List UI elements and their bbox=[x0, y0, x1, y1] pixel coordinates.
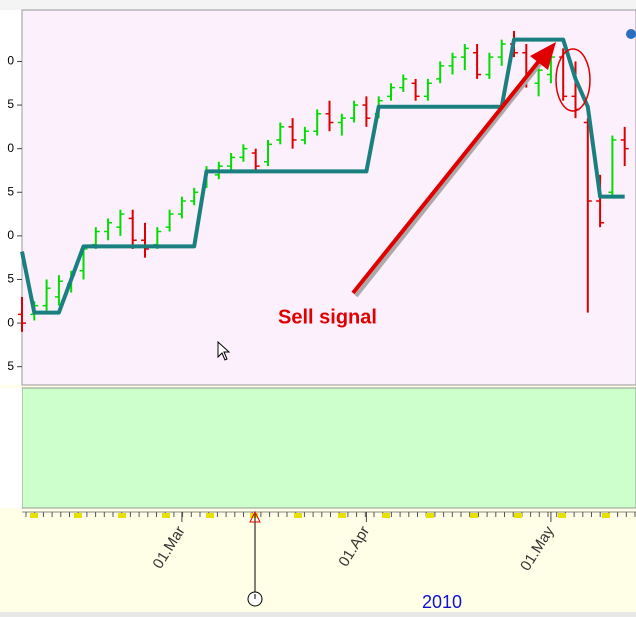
y-tick-label: 0 bbox=[7, 228, 14, 242]
indicator-panel bbox=[21, 387, 636, 509]
time-marker bbox=[162, 513, 170, 518]
time-marker bbox=[250, 513, 258, 518]
time-marker bbox=[118, 513, 126, 518]
time-marker bbox=[426, 513, 434, 518]
y-axis-strip bbox=[0, 10, 22, 385]
y-tick-label: 5 bbox=[7, 184, 14, 198]
globe-icon bbox=[626, 29, 636, 39]
time-marker bbox=[30, 513, 38, 518]
y-tick-label: 0 bbox=[7, 54, 14, 68]
y-tick-label: 5 bbox=[7, 359, 14, 373]
time-marker bbox=[382, 513, 390, 518]
highlight-ellipse bbox=[555, 48, 591, 112]
y-tick-label: 0 bbox=[7, 315, 14, 329]
mouse-cursor bbox=[217, 340, 231, 361]
bottom-border bbox=[0, 612, 636, 617]
year-label: 2010 bbox=[422, 592, 462, 612]
y-tick-label: 5 bbox=[7, 97, 14, 111]
time-marker bbox=[338, 513, 346, 518]
time-marker bbox=[74, 513, 82, 518]
arrow-head bbox=[530, 42, 556, 70]
time-marker bbox=[602, 513, 610, 518]
time-marker bbox=[558, 513, 566, 518]
top-border bbox=[0, 0, 636, 10]
arrow-shadow bbox=[354, 56, 547, 298]
annotation: Sell signal bbox=[278, 306, 377, 328]
time-marker bbox=[514, 513, 522, 518]
arrow-shaft bbox=[351, 54, 545, 295]
time-ticks bbox=[25, 512, 636, 518]
time-marker bbox=[206, 513, 214, 518]
crosshair-marker bbox=[249, 510, 261, 523]
indicator-axis-strip bbox=[0, 388, 22, 508]
y-tick-label: 0 bbox=[7, 141, 14, 155]
time-marker bbox=[294, 513, 302, 518]
stop-line bbox=[20, 37, 625, 315]
time-marker bbox=[470, 513, 478, 518]
y-tick-label: 5 bbox=[7, 272, 14, 286]
